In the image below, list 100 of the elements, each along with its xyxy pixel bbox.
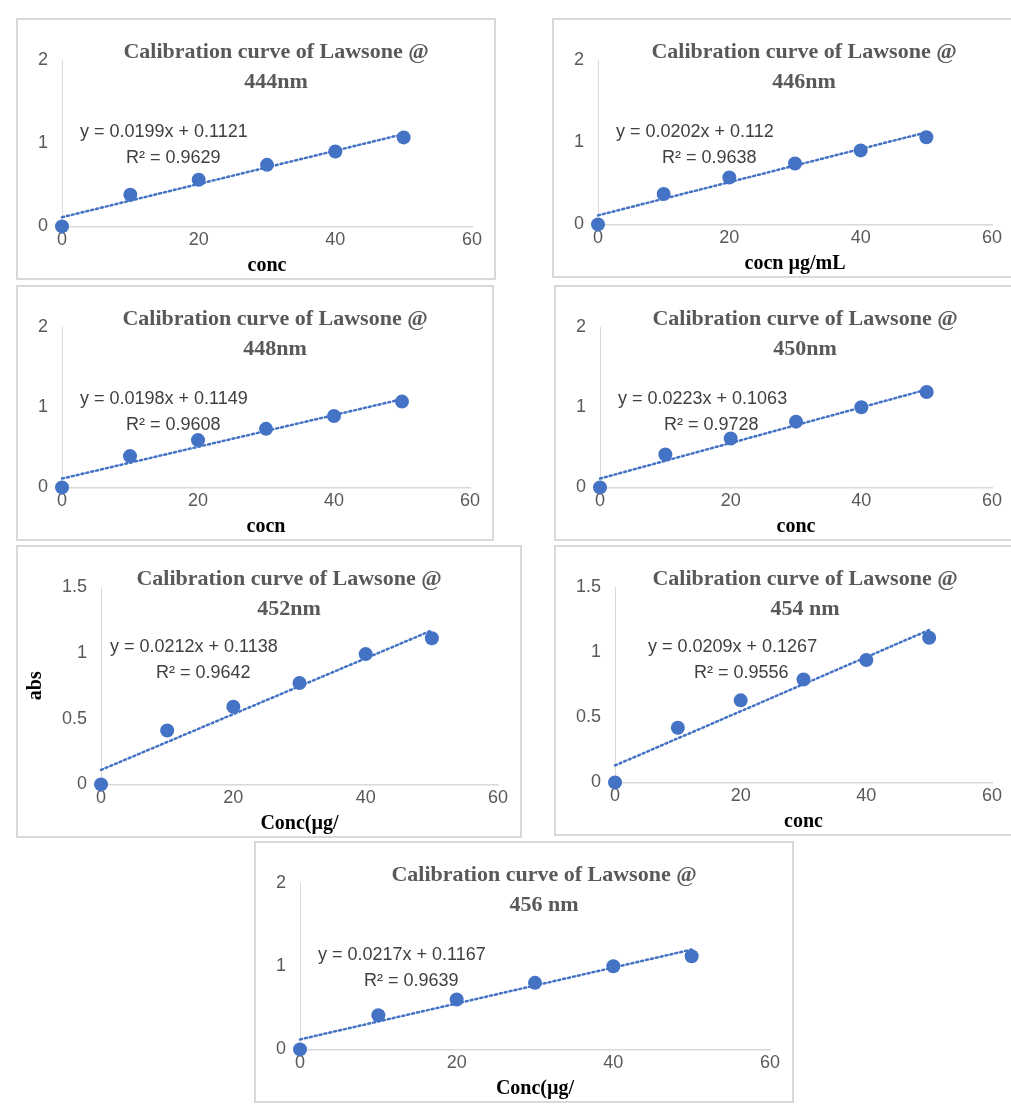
point — [123, 449, 138, 464]
point — [593, 480, 608, 495]
point — [656, 186, 671, 201]
point — [670, 720, 685, 735]
x-axis-title: Conc(µg/ — [260, 811, 340, 835]
x-tick-label: 60 — [981, 490, 1003, 511]
y-tick-label: 1 — [591, 641, 602, 662]
x-tick-label: 60 — [981, 785, 1003, 806]
x-tick-label: 60 — [487, 787, 509, 808]
point — [396, 130, 411, 145]
point — [293, 1042, 308, 1057]
x-tick-label: 60 — [759, 1052, 781, 1073]
chart-title: Calibration curve of Lawsone @ 448nm — [121, 304, 429, 362]
annotation: y = 0.0223x + 0.1063 — [618, 387, 788, 410]
annotation: y = 0.0209x + 0.1267 — [648, 635, 818, 658]
chart-title: Calibration curve of Lawsone @ 452nm — [135, 564, 443, 622]
point — [327, 409, 341, 424]
point — [160, 723, 175, 738]
x-tick-label: 20 — [188, 229, 209, 250]
annotation: R² = 0.9556 — [693, 661, 790, 684]
point — [606, 959, 621, 974]
point — [328, 144, 343, 159]
x-tick-label: 40 — [355, 787, 376, 808]
x-axis-title: cocn µg/mL — [744, 251, 846, 275]
point — [591, 217, 606, 232]
y-tick-label: 1 — [576, 396, 587, 417]
x-tick-label: 20 — [730, 785, 751, 806]
point — [528, 975, 543, 990]
y-tick-label: 2 — [576, 315, 587, 336]
y-tick-label: 0.5 — [575, 706, 602, 727]
y-axis-title: abs — [23, 671, 46, 701]
x-tick-label: 40 — [325, 229, 346, 250]
annotation: R² = 0.9638 — [661, 146, 758, 169]
chart-title: Calibration curve of Lawsone @ 456 nm — [390, 860, 698, 918]
x-tick-label: 40 — [856, 785, 877, 806]
point — [853, 143, 868, 158]
point — [658, 447, 673, 462]
x-tick-label: 20 — [446, 1052, 467, 1073]
point — [854, 400, 869, 415]
point — [292, 676, 307, 691]
annotation: R² = 0.9728 — [663, 413, 760, 436]
chart-title: Calibration curve of Lawsone @ 444nm — [122, 37, 430, 95]
point — [922, 630, 937, 645]
point — [94, 777, 109, 792]
point — [723, 431, 738, 446]
point — [788, 156, 803, 171]
point — [722, 170, 737, 185]
point — [919, 130, 934, 145]
y-tick-label: 1.5 — [575, 575, 602, 596]
x-tick-label: 40 — [323, 490, 345, 511]
y-tick-label: 1 — [276, 955, 287, 976]
y-tick-label: 0 — [591, 771, 602, 792]
point — [424, 631, 439, 646]
x-tick-label: 20 — [187, 490, 209, 511]
y-tick-label: 0 — [576, 476, 587, 497]
x-tick-label: 20 — [720, 490, 741, 511]
x-axis-title: conc — [776, 514, 816, 537]
annotation: y = 0.0199x + 0.1121 — [80, 120, 248, 143]
y-tick-label: 1.5 — [61, 575, 88, 596]
point — [859, 652, 874, 667]
chart-title: Calibration curve of Lawsone @ 454 nm — [651, 564, 959, 622]
point — [358, 647, 373, 662]
annotation: R² = 0.9629 — [125, 146, 222, 169]
x-tick-label: 40 — [851, 490, 872, 511]
point — [608, 775, 623, 790]
point — [259, 421, 274, 436]
y-tick-label: 2 — [574, 48, 585, 69]
y-tick-label: 2 — [38, 48, 49, 69]
y-tick-label: 1 — [38, 396, 49, 417]
x-axis-title: cocn — [246, 514, 286, 537]
y-tick-label: 0.5 — [61, 707, 88, 728]
x-tick-label: 60 — [981, 227, 1003, 248]
y-tick-label: 1 — [38, 132, 49, 153]
annotation: R² = 0.9642 — [155, 661, 252, 684]
point — [684, 949, 699, 964]
point — [191, 433, 206, 448]
point — [226, 699, 241, 714]
y-tick-label: 0 — [574, 213, 585, 234]
point — [260, 157, 275, 172]
y-tick-label: 0 — [38, 476, 49, 497]
x-tick-label: 60 — [459, 490, 481, 511]
y-tick-label: 2 — [276, 871, 287, 892]
x-tick-label: 20 — [719, 227, 740, 248]
annotation: y = 0.0217x + 0.1167 — [318, 943, 486, 966]
annotation: y = 0.0202x + 0.112 — [616, 120, 774, 143]
point — [789, 414, 804, 429]
x-tick-label: 40 — [603, 1052, 624, 1073]
point — [449, 992, 464, 1007]
point — [191, 172, 206, 187]
y-tick-label: 1 — [77, 641, 88, 662]
point — [733, 693, 748, 708]
annotation: R² = 0.9608 — [125, 413, 222, 436]
x-axis-title: Conc(µg/ — [495, 1076, 575, 1100]
annotation: R² = 0.9639 — [363, 969, 460, 992]
point — [55, 480, 70, 495]
point — [395, 394, 409, 409]
chart-title: Calibration curve of Lawsone @ 450nm — [651, 304, 959, 362]
annotation: y = 0.0198x + 0.1149 — [80, 387, 248, 410]
y-tick-label: 2 — [38, 315, 49, 336]
chart-title: Calibration curve of Lawsone @ 446nm — [650, 37, 958, 95]
